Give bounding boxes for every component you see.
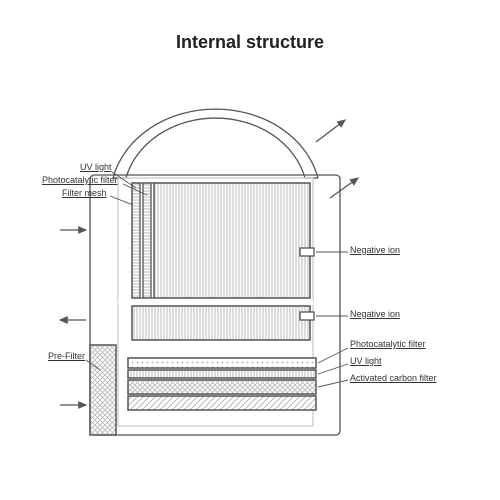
- device-outline: [90, 109, 340, 435]
- label-pre-filter: Pre-Filter: [48, 352, 85, 362]
- airflow-out-arrows: [316, 120, 358, 198]
- label-negative-ion-2: Negative ion: [350, 310, 400, 320]
- label-uv-light-bottom: UV light: [350, 357, 382, 367]
- label-photocatalytic-top: Photocatalytic filter: [42, 176, 118, 186]
- diagram-canvas: [0, 0, 500, 500]
- label-negative-ion-1: Negative ion: [350, 246, 400, 256]
- label-filter-mesh: Filter mesh: [62, 189, 107, 199]
- label-activated-carbon: Activated carbon filter: [350, 374, 437, 384]
- label-photocatalytic-bot: Photocatalytic filter: [350, 340, 426, 350]
- label-uv-light-top: UV light: [80, 163, 112, 173]
- airflow-in-arrows: [60, 230, 86, 405]
